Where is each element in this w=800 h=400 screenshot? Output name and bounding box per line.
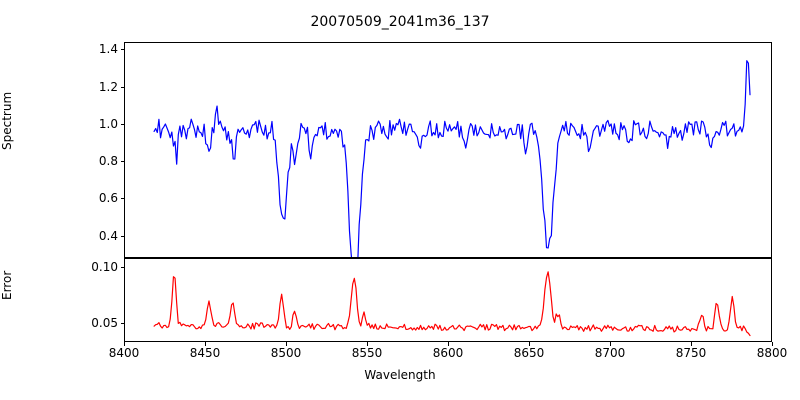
y-tickmark-spectrum	[120, 161, 124, 163]
y-tick-label-error: 0.10	[91, 260, 118, 274]
y-tickmark-error	[120, 323, 124, 325]
x-tick-label: 8400	[108, 346, 140, 360]
x-tick-label: 8500	[270, 346, 302, 360]
x-tickmark	[772, 342, 774, 346]
y-tick-label-spectrum: 0.4	[98, 228, 118, 243]
spectrum-plot-area	[124, 42, 772, 258]
y-tickmark-spectrum	[120, 235, 124, 237]
y-tick-label-error: 0.05	[91, 316, 118, 330]
y-tick-label-spectrum: 1.2	[98, 79, 118, 94]
x-tickmark	[610, 342, 612, 346]
y-tick-label-spectrum: 0.8	[98, 154, 118, 169]
x-tickmark	[367, 342, 369, 346]
y-axis-label-error-text: Error	[0, 270, 14, 300]
x-tickmark	[529, 342, 531, 346]
error-series-svg	[153, 271, 751, 337]
error-plot-area	[124, 258, 772, 342]
x-tickmark	[448, 342, 450, 346]
x-tickmark	[691, 342, 693, 346]
y-tickmark-spectrum	[120, 86, 124, 88]
page-title: 20070509_2041m36_137	[310, 14, 490, 30]
x-tick-label: 8800	[756, 346, 788, 360]
x-tick-label: 8450	[189, 346, 221, 360]
x-tick-label: 8550	[351, 346, 383, 360]
x-tick-label: 8700	[594, 346, 626, 360]
error-line	[153, 271, 751, 337]
x-tick-label: 8650	[513, 346, 545, 360]
spectrum-series-svg	[153, 60, 751, 257]
x-tick-label: 8600	[432, 346, 464, 360]
y-tickmark-error	[120, 267, 124, 269]
y-tick-label-spectrum: 0.6	[98, 191, 118, 206]
spectrum-line	[153, 60, 751, 257]
x-tickmark	[205, 342, 207, 346]
x-tickmark	[286, 342, 288, 346]
y-tickmark-spectrum	[120, 198, 124, 200]
x-tick-label: 8750	[675, 346, 707, 360]
y-axis-label-spectrum-text: Spectrum	[0, 91, 14, 150]
y-tick-label-spectrum: 1.4	[98, 42, 118, 57]
y-tick-label-spectrum: 1.0	[98, 116, 118, 131]
x-tickmark	[124, 342, 126, 346]
x-axis-label-wavelength: Wavelength	[364, 368, 436, 382]
y-tickmark-spectrum	[120, 123, 124, 125]
y-tickmark-spectrum	[120, 49, 124, 51]
